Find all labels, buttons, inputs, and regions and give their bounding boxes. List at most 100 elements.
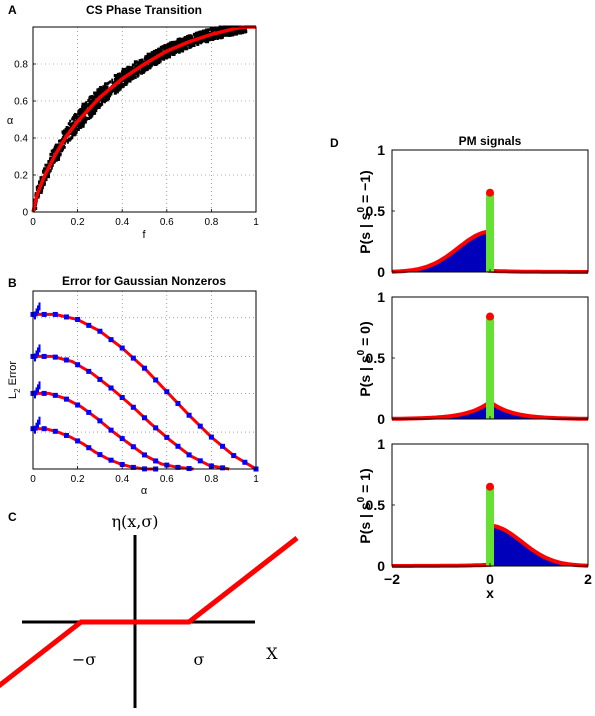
chart-b-series-3-jitter [34,425,36,434]
chart-a-point [125,77,129,81]
chart-a-point [182,37,186,41]
chart-a-point [146,64,151,68]
chart-a-point [136,64,141,68]
chart-a-point [114,90,117,94]
chart-a-point [157,51,162,55]
chart-b-series-0-marker [75,316,81,322]
chart-a-point [101,102,104,106]
chart-b-series-1-jitter [37,347,39,356]
chart-a-point [159,48,163,52]
chart-b-series-0-marker [86,322,92,328]
chart-a-point [58,139,62,143]
chart-a-point [108,90,112,94]
chart-b-series-2-marker [86,409,92,415]
chart-a-point [223,32,226,36]
chart-a-point [78,121,83,125]
chart-d-panel-3-ytick-label: 1 [377,436,385,452]
chart-a-point [187,34,190,38]
chart-c-right-threshold: σ [194,650,205,669]
panel-label-d: D [330,136,339,150]
chart-a-point [173,42,178,46]
chart-b-xtick-label: 0.8 [204,474,218,485]
chart-a-point [39,176,44,180]
chart-b-series-0-jitter [34,311,36,320]
chart-a-point [119,85,124,89]
chart-a-point [127,76,130,80]
svg-text:P(s | s0 = 0): P(s | s0 = 0) [356,321,373,396]
chart-a-point [39,177,43,181]
chart-a-ytick-label: 0.2 [14,171,28,182]
chart-a-ytick-label: 0.6 [14,97,28,108]
chart-a-point [152,49,157,53]
chart-a-point [141,65,145,69]
chart-a-point [169,43,173,47]
chart-a-point [62,145,65,149]
chart-a-point [75,124,80,128]
chart-a-point [145,68,148,72]
chart-b-series-0-marker [108,337,114,343]
chart-b-series-1-marker [41,353,47,359]
chart-a-point [80,122,85,126]
chart-a-point [137,70,142,74]
chart-a-point [79,110,84,114]
chart-b-series-2-marker [153,458,159,464]
chart-a-point [176,49,181,53]
chart-a-point [162,57,166,61]
chart-d-panel-1-spike [486,192,494,272]
chart-a-point [80,124,85,128]
chart-b-series-2-marker [63,396,69,402]
chart-b-series-3-marker [41,426,47,432]
chart-a-point [162,46,166,50]
chart-b-series-1-marker [208,463,214,469]
chart-d-xtick-label: 2 [584,571,592,587]
chart-b-series-0-marker [164,389,170,395]
chart-b-series-1-marker [86,368,92,374]
chart-a-point [104,98,109,102]
chart-a-point [224,33,227,37]
chart-b-series-1-marker [197,458,203,464]
chart-b-series-0-marker [130,355,136,361]
chart-a-xlabel: f [142,229,146,241]
chart-d-panel-3-ytick-label: 0 [377,558,385,574]
chart-a-point [133,60,138,64]
chart-a-point [134,64,139,68]
chart-a-point [138,59,141,63]
chart-a-point [165,45,170,49]
chart-a-point [181,39,186,43]
chart-a-point [88,100,91,104]
chart-a-curve [31,25,256,213]
chart-a-point [109,80,112,84]
chart-a-point [242,30,247,34]
chart-b-series-2-marker [52,392,58,398]
chart-a-point [79,107,84,111]
chart-b-series-1-marker [75,362,81,368]
chart-a-xtick-label: 0.2 [71,217,85,228]
chart-a-point [194,34,199,38]
chart-a-point [111,89,114,93]
chart-a-point [91,98,95,102]
chart-a-point [160,56,164,60]
panel-c: C η(x,σ) X −σ σ [0,510,299,708]
chart-a-point [58,155,61,159]
chart-b-series-1-marker [142,415,147,421]
chart-a-point [170,52,173,56]
panel-label-a: A [8,3,17,17]
chart-a-point [114,80,117,84]
chart-b-xtick-label: 0 [30,474,36,485]
chart-b-series-2-marker [175,464,181,470]
chart-a-point [114,90,119,94]
chart-a-point [152,60,155,64]
panel-a: A CS Phase Transition f α 0 0.2 0.4 0.6 0.8 1… [7,3,259,241]
chart-a-point [140,71,144,75]
chart-a-point [49,152,54,156]
chart-a-point [119,81,123,85]
chart-a-xtick-label: 0.4 [115,217,129,228]
chart-a-point [107,97,110,101]
chart-a-point [48,169,52,173]
chart-a-point [150,63,154,67]
chart-a-point [164,47,168,51]
chart-a-point [210,27,214,31]
chart-a-point [205,37,208,41]
chart-a-point [123,68,128,72]
chart-c-xlabel: X [266,644,278,663]
